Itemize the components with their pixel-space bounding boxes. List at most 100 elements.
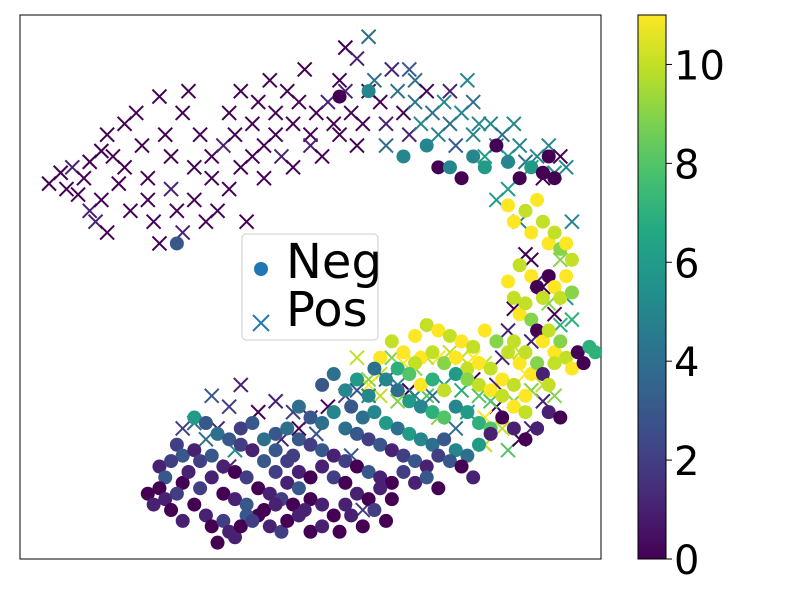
pos-point-99	[471, 116, 487, 132]
neg-point-74	[460, 361, 475, 376]
neg-point-40	[518, 296, 533, 311]
pos-point-42	[227, 126, 243, 143]
neg-point-30	[530, 280, 545, 294]
neg-point-90	[460, 372, 475, 387]
neg-point-116	[349, 372, 364, 387]
neg-point-115	[338, 383, 353, 398]
neg-point-233	[245, 513, 260, 528]
neg-point-129	[471, 437, 486, 452]
pos-point-40	[221, 105, 237, 121]
neg-point-213	[239, 497, 254, 512]
neg-point-92	[483, 383, 498, 398]
neg-point-194	[193, 454, 208, 469]
neg-point-188	[315, 497, 330, 512]
pos-point-147	[349, 350, 365, 366]
neg-point-31	[535, 290, 550, 305]
pos-point-66	[331, 126, 348, 143]
neg-point-207	[175, 475, 190, 490]
pos-point-63	[314, 148, 330, 165]
legend-neg-label: Neg	[286, 234, 382, 290]
neg-point-46	[553, 334, 568, 349]
neg-point-55	[518, 345, 533, 360]
neg-point-127	[448, 443, 463, 458]
pos-point-17	[122, 203, 139, 219]
neg-point-39	[512, 307, 527, 322]
neg-point-32	[541, 269, 556, 284]
neg-point-102	[437, 410, 452, 425]
neg-point-219	[152, 481, 167, 496]
neg-point-88	[437, 383, 452, 398]
neg-point-132	[303, 410, 318, 425]
neg-point-93	[495, 388, 510, 403]
neg-point-238	[303, 524, 318, 539]
neg-point-101	[425, 405, 440, 420]
neg-point-184	[268, 464, 283, 479]
neg-point-135	[338, 421, 353, 436]
neg-point-53	[506, 334, 521, 349]
neg-point-103	[448, 399, 463, 414]
pos-point-26	[163, 148, 179, 165]
neg-point-58	[535, 367, 550, 382]
neg-point-63	[431, 323, 446, 338]
pos-point-96	[459, 72, 476, 88]
pos-point-79	[378, 137, 394, 154]
neg-point-96	[367, 361, 382, 376]
neg-point-36	[564, 285, 579, 300]
legend-box	[241, 233, 379, 341]
pos-point-115	[564, 214, 580, 230]
neg-point-199	[251, 481, 266, 496]
neg-point-142	[419, 459, 434, 474]
neg-point-104	[460, 405, 475, 420]
pos-point-19	[134, 137, 150, 154]
neg-point-176	[384, 492, 399, 507]
neg-point-161	[431, 481, 446, 496]
pos-point-53	[267, 126, 284, 143]
neg-point-49	[570, 345, 585, 360]
neg-point-71	[425, 345, 440, 360]
neg-point-182	[245, 443, 260, 458]
pos-point-22	[145, 214, 162, 230]
neg-point-195	[204, 448, 219, 463]
neg-point-137	[361, 432, 376, 447]
neg-point-73	[448, 350, 463, 365]
neg-point-125	[425, 437, 440, 452]
neg-point-57	[530, 356, 545, 371]
neg-point-128	[460, 448, 475, 463]
pos-point-10	[99, 224, 115, 241]
pos-point-178	[221, 398, 237, 415]
neg-point-187	[303, 492, 318, 507]
neg-point-24	[547, 225, 562, 240]
pos-point-18	[128, 105, 144, 121]
neg-point-59	[541, 377, 556, 392]
pos-point-105	[506, 116, 522, 132]
neg-point-173	[349, 486, 364, 501]
neg-point-211	[216, 486, 231, 501]
neg-point-169	[303, 470, 318, 485]
neg-point-19	[518, 203, 533, 218]
neg-point-6	[442, 160, 457, 175]
neg-point-154	[349, 459, 364, 474]
neg-point-178	[198, 416, 213, 430]
neg-point-192	[175, 448, 190, 463]
pos-point-71	[349, 137, 365, 154]
neg-point-20	[524, 225, 539, 240]
neg-point-197	[227, 464, 242, 479]
neg-point-136	[349, 426, 364, 441]
neg-point-158	[396, 464, 411, 479]
neg-point-112	[553, 410, 568, 425]
neg-point-243	[367, 503, 382, 518]
neg-point-99	[402, 394, 417, 409]
pos-point-67	[331, 72, 348, 88]
neg-point-69	[501, 345, 516, 360]
neg-point-81	[384, 334, 399, 349]
neg-point-232	[233, 519, 248, 534]
neg-point-174	[361, 492, 376, 507]
neg-point-151	[315, 443, 330, 458]
pos-point-65	[326, 116, 342, 132]
neg-point-180	[222, 432, 237, 447]
neg-point-80	[373, 350, 388, 365]
legend: Neg Pos	[241, 233, 382, 341]
neg-point-1	[332, 89, 347, 104]
neg-point-119	[355, 410, 370, 425]
neg-point-122	[390, 421, 405, 436]
